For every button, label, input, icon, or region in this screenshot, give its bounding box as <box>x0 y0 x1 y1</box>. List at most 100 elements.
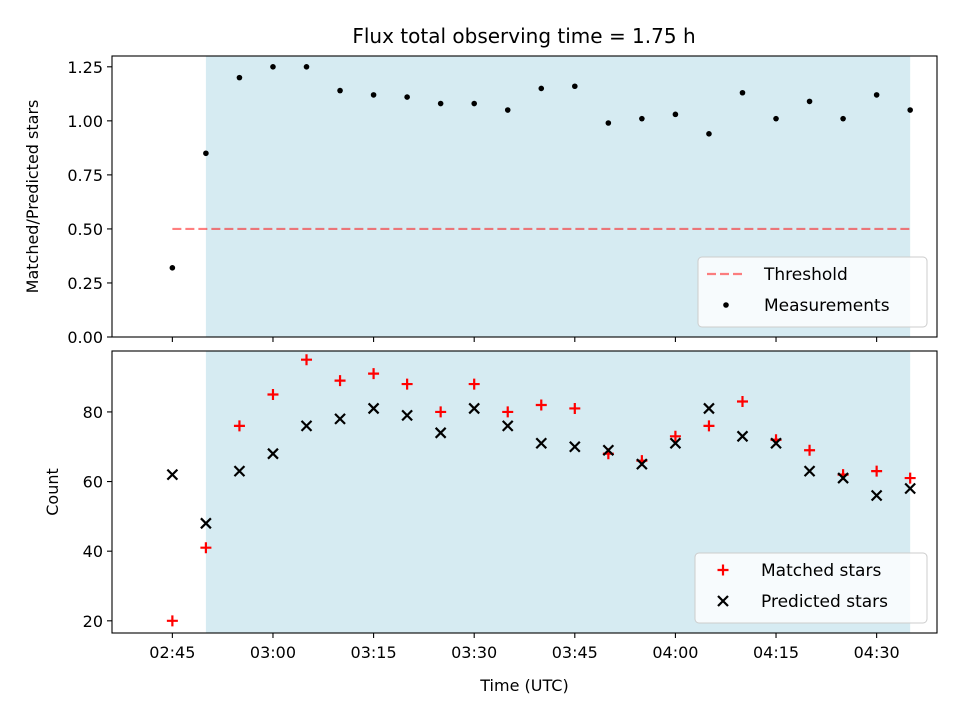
legend-matched-symbol <box>717 564 729 576</box>
y-axis-label: Matched/Predicted stars <box>23 100 42 294</box>
y-tick-label: 20 <box>83 612 103 631</box>
measurement-point <box>773 115 779 122</box>
top-panel: 0.00 0.25 0.50 0.75 1.00 1.25 Matched/Predicte… <box>23 55 938 347</box>
matched-star-point <box>871 465 883 477</box>
measurement-point <box>504 107 511 113</box>
matched-star-point <box>334 375 346 387</box>
legend-label: Measurements <box>764 296 890 316</box>
measurement-point <box>471 100 477 107</box>
matched-star-point <box>401 378 413 390</box>
x-tick-label: 03:30 <box>451 643 497 662</box>
measurement-point <box>639 115 645 122</box>
predicted-star-point <box>837 472 849 484</box>
predicted-star-point <box>166 468 179 481</box>
y-tick-label: 0.25 <box>67 274 103 293</box>
predicted-star-point <box>703 402 715 415</box>
measurement-point <box>806 98 813 105</box>
predicted-star-point <box>300 420 313 432</box>
y-tick-label: 0.75 <box>67 166 103 185</box>
measurement-point <box>672 111 679 118</box>
matched-star-point <box>468 378 480 390</box>
measurement-point <box>404 94 410 100</box>
measurement-point <box>203 150 209 157</box>
x-axis-label: Time (UTC) <box>479 676 568 695</box>
bottom-panel: 20 40 60 80 02:45 03:00 03:15 03:30 03:45 04:00 04… <box>43 350 938 695</box>
predicted-star-point <box>267 447 279 460</box>
legend-label: Predicted stars <box>761 592 888 612</box>
y-tick-label: 80 <box>83 403 103 422</box>
matched-star-point <box>804 444 816 456</box>
chart-title: Flux total observing time = 1.75 h <box>352 24 695 48</box>
measurement-point <box>437 100 444 107</box>
predicted-star-point <box>468 402 480 415</box>
legend-measurement-symbol <box>723 302 729 308</box>
predicted-star-point <box>501 420 514 432</box>
measurement-point <box>907 107 913 113</box>
predicted-star-point <box>669 437 682 450</box>
predicted-star-point <box>770 437 782 450</box>
matched-star-point <box>368 368 380 380</box>
matched-star-point <box>435 406 447 418</box>
measurement-point <box>572 83 578 90</box>
y-tick-label: 40 <box>83 542 103 561</box>
measurement-point <box>270 64 276 70</box>
x-tick-label: 04:00 <box>652 643 698 662</box>
predicted-star-point <box>434 427 447 439</box>
measurement-point <box>337 87 343 94</box>
measurement-point <box>303 64 310 70</box>
legend-predicted-symbol <box>717 595 729 607</box>
measurement-point <box>236 74 243 81</box>
legend-box <box>694 552 928 624</box>
predicted-star-point <box>636 458 648 470</box>
matched-star-point <box>502 406 514 418</box>
y-tick-label: 0.00 <box>67 328 103 347</box>
matched-star-point <box>535 399 547 411</box>
measurement-point <box>605 120 612 126</box>
measurement-point <box>873 92 880 98</box>
predicted-star-point <box>870 489 883 502</box>
predicted-star-point <box>334 413 346 425</box>
predicted-star-point <box>535 437 548 450</box>
x-tick-label: 03:00 <box>250 643 296 662</box>
matched-star-point <box>233 420 245 432</box>
x-tick-label: 02:45 <box>149 643 195 662</box>
x-tick-label: 03:45 <box>552 643 598 662</box>
predicted-star-point <box>233 465 246 477</box>
x-tick-label: 04:15 <box>753 643 799 662</box>
measurement-point <box>538 85 545 92</box>
measurement-point <box>370 92 377 98</box>
matched-star-point <box>200 542 212 554</box>
matched-star-point <box>736 395 748 407</box>
x-tick-label: 03:15 <box>351 643 397 662</box>
measurement-point <box>739 89 746 96</box>
predicted-star-point <box>200 517 212 530</box>
legend-label: Threshold <box>763 265 848 285</box>
x-tick-label: 04:30 <box>854 643 900 662</box>
legend-box <box>697 256 928 328</box>
measurement-point <box>706 131 712 137</box>
predicted-star-point <box>904 482 916 495</box>
predicted-star-point <box>569 440 581 453</box>
legend-label: Matched stars <box>761 561 881 581</box>
matched-star-point <box>904 472 916 484</box>
measurement-point <box>840 115 846 122</box>
matched-star-point <box>703 420 715 432</box>
measurement-point <box>169 265 176 271</box>
axes-frame <box>111 350 938 634</box>
axes-frame <box>111 55 938 338</box>
y-tick-label: 0.50 <box>67 220 103 239</box>
y-tick-label: 1.00 <box>67 112 103 131</box>
predicted-star-point <box>602 444 615 456</box>
predicted-star-point <box>401 409 413 422</box>
matched-star-point <box>267 389 279 401</box>
matched-star-point <box>301 354 313 366</box>
predicted-star-point <box>367 402 380 415</box>
y-axis-label: Count <box>43 468 62 516</box>
predicted-star-point <box>803 465 816 477</box>
matched-star-point <box>166 615 178 627</box>
y-tick-label: 60 <box>83 473 103 492</box>
predicted-star-point <box>736 430 749 443</box>
matched-star-point <box>669 430 681 442</box>
matched-star-point <box>569 402 581 414</box>
